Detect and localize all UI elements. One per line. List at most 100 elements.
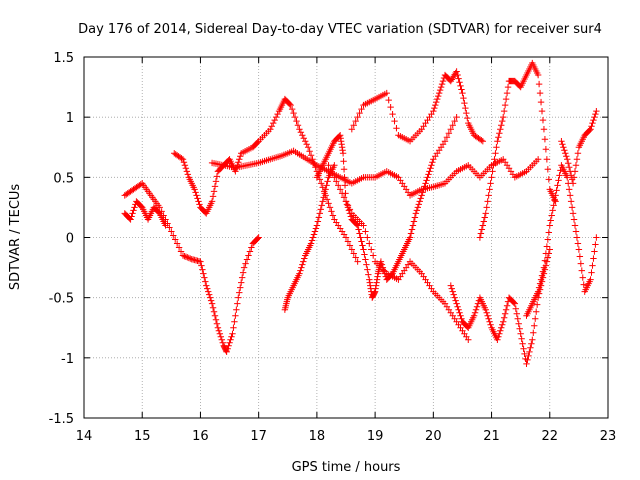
series-arc-g [348, 68, 487, 145]
data-point [415, 201, 422, 208]
data-point [184, 254, 191, 261]
x-tick-label: 18 [309, 429, 326, 444]
data-point [184, 171, 192, 178]
data-point [389, 110, 396, 118]
data-point [254, 235, 261, 242]
data-point [538, 107, 546, 115]
data-point [576, 253, 584, 260]
data-point [393, 124, 400, 132]
data-point [546, 246, 553, 253]
data-point [217, 333, 225, 340]
data-point [207, 297, 215, 304]
data-point [448, 76, 455, 83]
data-point [342, 234, 350, 241]
data-point [485, 315, 492, 322]
data-point [237, 153, 244, 160]
data-point [495, 333, 502, 340]
data-point [574, 150, 582, 157]
data-point [219, 339, 226, 346]
data-point [478, 137, 485, 144]
data-point [572, 228, 580, 235]
data-point [336, 186, 344, 193]
data-point [205, 288, 212, 295]
data-point [183, 168, 191, 175]
data-point [496, 330, 503, 337]
data-point [287, 101, 294, 109]
data-point [434, 95, 441, 103]
data-point [450, 291, 457, 298]
data-point [297, 267, 304, 274]
data-point [368, 246, 375, 253]
data-point [545, 229, 553, 236]
data-point [496, 130, 503, 137]
data-point [476, 234, 484, 241]
data-point [447, 77, 454, 85]
data-point [297, 129, 305, 136]
data-point [427, 165, 434, 172]
data-point [206, 294, 214, 301]
data-point [360, 246, 367, 253]
data-point [448, 285, 455, 292]
data-point [421, 183, 428, 190]
data-point [490, 162, 497, 169]
data-point [208, 198, 216, 205]
data-point [254, 139, 261, 146]
data-point [558, 138, 565, 145]
data-point [194, 195, 201, 202]
data-point [231, 318, 238, 325]
data-point [499, 321, 506, 328]
data-point [216, 330, 224, 337]
data-point [526, 348, 533, 356]
data-point [168, 228, 175, 235]
data-point [517, 330, 524, 337]
axis-ticks: 14 15 16 17 18 19 20 21 22 23 1.5 1 0.5 0 -0.5 -1 -1.5 [49, 51, 617, 444]
data-point [299, 261, 306, 268]
data-point [366, 240, 373, 247]
data-point [304, 144, 312, 151]
data-point [589, 119, 596, 127]
data-point [502, 95, 510, 103]
data-point [556, 172, 563, 179]
data-point [424, 174, 431, 181]
x-tick-label: 21 [483, 429, 500, 444]
data-point [473, 303, 481, 310]
data-point [592, 241, 599, 248]
data-point [218, 336, 225, 343]
data-point [501, 310, 509, 317]
data-point [408, 226, 416, 233]
data-point [321, 190, 328, 197]
data-point [559, 141, 566, 148]
data-point [479, 222, 487, 229]
data-point [361, 251, 368, 258]
data-point [459, 89, 466, 97]
data-point [236, 156, 243, 163]
data-point [575, 246, 583, 253]
data-point [356, 109, 363, 117]
data-point [353, 221, 360, 228]
data-point [449, 121, 456, 129]
data-point [463, 109, 470, 117]
data-point [457, 312, 464, 319]
data-point [307, 152, 315, 159]
x-tick-label: 14 [76, 429, 93, 444]
data-point [579, 274, 586, 281]
data-point [356, 230, 363, 237]
data-point [472, 306, 480, 313]
data-point [331, 162, 338, 169]
data-point [364, 266, 371, 273]
data-point [419, 189, 426, 196]
data-point [413, 207, 421, 214]
data-point [552, 198, 559, 205]
data-point [523, 360, 530, 368]
data-point [198, 262, 205, 269]
data-point [365, 271, 372, 278]
data-point [210, 188, 218, 195]
data-point [534, 288, 542, 295]
data-point [563, 153, 570, 160]
data-point [453, 113, 460, 121]
data-point [456, 309, 463, 316]
data-point [480, 218, 487, 225]
data-point [453, 300, 460, 307]
data-point [465, 336, 472, 343]
data-point [512, 305, 520, 312]
